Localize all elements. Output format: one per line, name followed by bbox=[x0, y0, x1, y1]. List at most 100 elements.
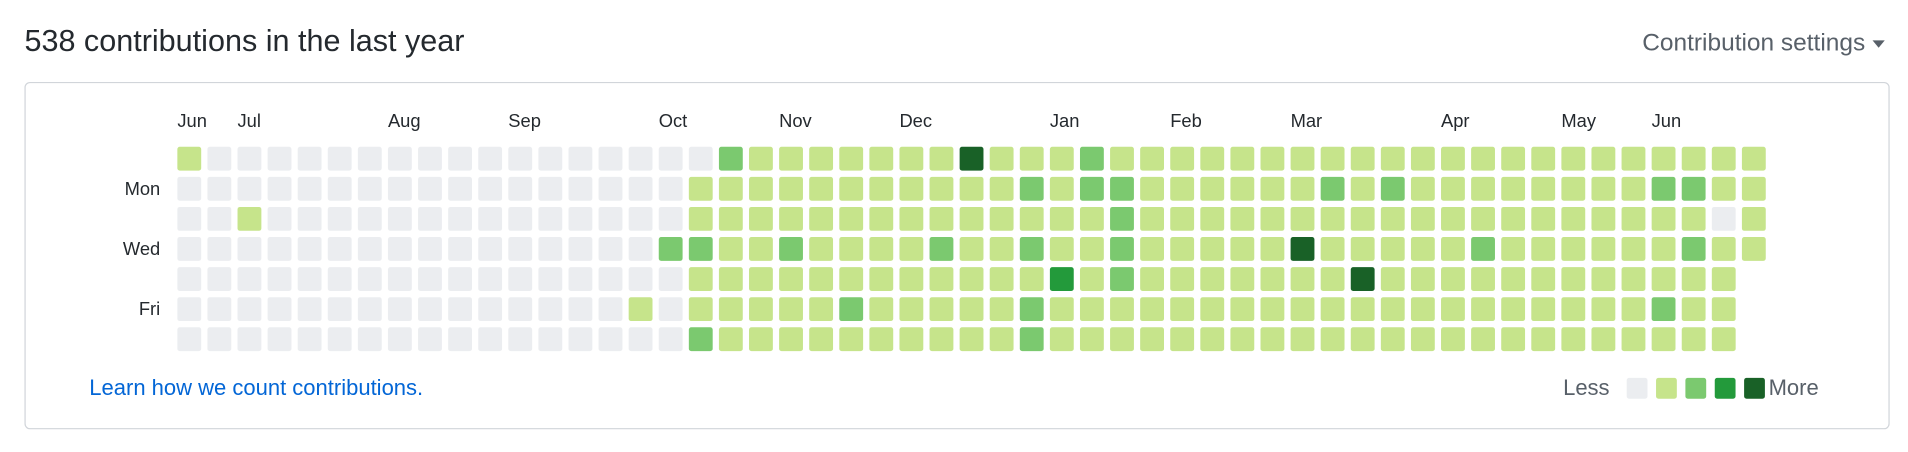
day-cell bbox=[1711, 176, 1736, 201]
day-cell bbox=[207, 146, 232, 171]
day-cell bbox=[1380, 327, 1405, 352]
day-cell bbox=[839, 146, 864, 171]
day-cell bbox=[1410, 237, 1435, 261]
day-cell bbox=[1019, 237, 1044, 261]
day-cell bbox=[809, 206, 834, 231]
day-cell bbox=[1290, 297, 1315, 322]
day-cell bbox=[1591, 206, 1616, 231]
learn-link[interactable]: Learn how we count contributions. bbox=[89, 375, 423, 400]
day-cell bbox=[1049, 206, 1074, 231]
day-cell bbox=[1140, 297, 1165, 322]
day-cell bbox=[809, 176, 834, 201]
day-cell bbox=[177, 327, 202, 352]
day-cell bbox=[1079, 206, 1104, 231]
day-cell bbox=[1380, 206, 1405, 231]
day-cell bbox=[1380, 267, 1405, 291]
day-cell bbox=[1380, 237, 1405, 261]
day-cell bbox=[387, 327, 412, 352]
day-cell bbox=[929, 327, 954, 352]
day-cell bbox=[297, 146, 322, 171]
day-cell bbox=[628, 327, 653, 352]
day-cell bbox=[448, 176, 472, 201]
day-cell bbox=[1170, 237, 1195, 261]
day-cell bbox=[177, 297, 202, 322]
day-cell bbox=[1681, 327, 1706, 352]
month-label: May bbox=[1561, 110, 1596, 131]
day-cell bbox=[1260, 297, 1285, 322]
day-cell bbox=[1681, 297, 1706, 322]
day-cell bbox=[658, 237, 683, 261]
day-cell bbox=[779, 176, 803, 201]
day-cell bbox=[207, 176, 232, 201]
day-cell bbox=[749, 146, 773, 171]
day-cell bbox=[357, 206, 382, 231]
day-label: Wed bbox=[123, 238, 160, 259]
legend-more: More bbox=[1769, 375, 1819, 400]
day-cell bbox=[1200, 146, 1225, 171]
day-cell bbox=[1561, 176, 1586, 201]
day-cell bbox=[1441, 327, 1465, 352]
settings-button[interactable]: Contribution settings bbox=[1642, 29, 1885, 56]
day-cell bbox=[749, 237, 773, 261]
day-cell bbox=[1621, 267, 1646, 291]
day-cell bbox=[1110, 237, 1134, 261]
day-cell bbox=[1561, 297, 1586, 322]
day-cell bbox=[357, 176, 382, 201]
day-cell bbox=[809, 267, 834, 291]
day-cell bbox=[237, 176, 262, 201]
day-cell bbox=[1711, 267, 1736, 291]
day-cell bbox=[869, 146, 894, 171]
graph-box bbox=[24, 81, 1890, 430]
day-cell bbox=[1170, 297, 1195, 322]
day-cell bbox=[538, 267, 563, 291]
day-cell bbox=[1531, 146, 1556, 171]
day-cell bbox=[1441, 267, 1465, 291]
day-cell bbox=[478, 267, 503, 291]
day-cell bbox=[688, 176, 713, 201]
day-cell bbox=[779, 146, 803, 171]
day-cell bbox=[418, 297, 442, 322]
day-cell bbox=[1200, 237, 1225, 261]
day-cell bbox=[1350, 146, 1375, 171]
day-cell bbox=[688, 297, 713, 322]
title: 538 contributions in the last year bbox=[24, 24, 464, 58]
day-cell bbox=[1410, 146, 1435, 171]
month-label: Mar bbox=[1291, 110, 1323, 131]
day-cell bbox=[1170, 267, 1195, 291]
day-cell bbox=[1049, 237, 1074, 261]
day-cell bbox=[718, 176, 743, 201]
legend-swatch bbox=[1685, 377, 1707, 399]
day-cell bbox=[1110, 297, 1134, 322]
day-cell bbox=[1019, 297, 1044, 322]
day-cell bbox=[1471, 297, 1495, 322]
day-cell bbox=[1651, 297, 1676, 322]
day-cell bbox=[1019, 146, 1044, 171]
day-cell bbox=[658, 206, 683, 231]
day-cell bbox=[1591, 297, 1616, 322]
day-cell bbox=[1380, 297, 1405, 322]
day-cell bbox=[1501, 267, 1526, 291]
day-cell bbox=[598, 176, 623, 201]
day-cell bbox=[869, 206, 894, 231]
month-label: Dec bbox=[899, 110, 932, 131]
day-cell bbox=[418, 176, 442, 201]
day-cell bbox=[1471, 146, 1495, 171]
day-cell bbox=[568, 297, 593, 322]
day-cell bbox=[1200, 206, 1225, 231]
day-cell bbox=[1350, 267, 1375, 291]
day-cell bbox=[1170, 206, 1195, 231]
settings-label[interactable]: Contribution settings bbox=[1642, 29, 1865, 56]
day-cell bbox=[1380, 176, 1405, 201]
dropdown-caret[interactable] bbox=[1872, 40, 1885, 48]
day-cell bbox=[989, 206, 1014, 231]
day-cell bbox=[448, 237, 472, 261]
day-cell bbox=[327, 176, 352, 201]
day-cell bbox=[1140, 206, 1165, 231]
day-cell bbox=[1019, 327, 1044, 352]
day-label: Mon bbox=[125, 178, 161, 199]
day-cell bbox=[267, 206, 292, 231]
day-cell bbox=[1471, 237, 1495, 261]
day-cell bbox=[1320, 237, 1345, 261]
day-cell bbox=[568, 176, 593, 201]
day-cell bbox=[869, 176, 894, 201]
